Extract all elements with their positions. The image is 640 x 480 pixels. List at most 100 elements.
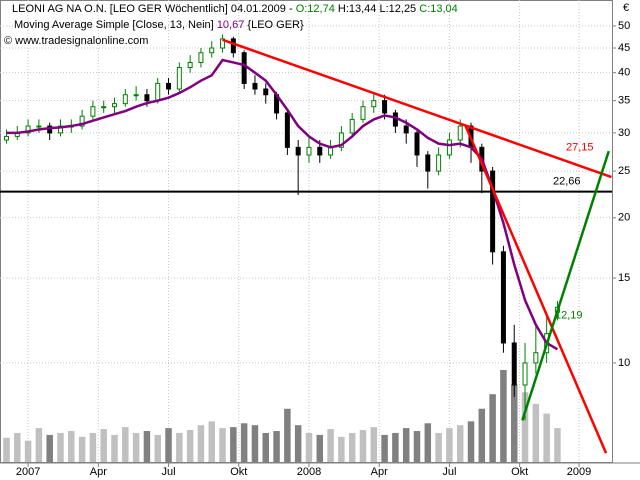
volume-bar: [456, 425, 464, 462]
volume-bar: [543, 413, 550, 462]
volume-bar: [219, 428, 226, 462]
x-tick-label: 2008: [297, 466, 321, 478]
volume-bar: [46, 434, 53, 462]
volume-bar: [14, 432, 21, 462]
candle-body: [446, 139, 452, 156]
candle-body: [155, 82, 161, 102]
volume-bar: [338, 436, 345, 462]
volume-bar: [489, 394, 496, 462]
y-tick-label: 40: [618, 67, 630, 79]
candle-body: [382, 100, 388, 114]
chart-title: LEONI AG NA O.N. [LEO GER Wöchentlich] 0…: [12, 3, 458, 15]
x-tick-label: Jul: [442, 466, 456, 478]
moving-average-line: [6, 58, 559, 351]
volume-bar: [89, 432, 97, 462]
y-tick-label: 10: [618, 357, 630, 369]
volume-bar: [262, 432, 270, 462]
candle-body: [112, 103, 118, 108]
candle-body: [79, 115, 85, 127]
volume-bar: [240, 423, 248, 462]
candle-body: [230, 38, 236, 54]
ohlc-label: H:13,44 L:12,25: [338, 3, 416, 15]
currency: €: [623, 2, 629, 14]
y-tick-label: 50: [618, 20, 630, 32]
volume-bar: [208, 421, 215, 462]
volume-bar: [35, 428, 43, 462]
candle-body: [25, 125, 31, 134]
candle-body: [166, 82, 172, 90]
volume-bar: [197, 425, 205, 462]
ohlc-label: O:12,74: [296, 3, 335, 15]
x-tick-label: Apr: [371, 466, 388, 478]
indicator-value: 10,67: [217, 19, 245, 31]
volume-bar: [467, 421, 475, 462]
volume-bar: [532, 403, 540, 462]
x-tick-label: 2009: [567, 466, 591, 478]
candle-body: [436, 154, 442, 172]
candle-body: [220, 38, 226, 49]
volume-bar: [165, 428, 172, 462]
volume-bar: [154, 434, 161, 462]
candle-body: [500, 251, 506, 344]
volume-bar: [273, 431, 280, 462]
annotation-label: 12,19: [555, 309, 583, 321]
candle-body: [198, 52, 204, 63]
trend-line: [521, 150, 610, 421]
volume-bar: [370, 427, 378, 462]
x-tick-label: 2007: [16, 466, 40, 478]
volume-bar: [305, 432, 313, 462]
y-tick-label: 30: [618, 127, 630, 139]
volume-bar: [294, 425, 302, 462]
volume-bar: [176, 432, 183, 462]
volume-bar: [446, 428, 453, 462]
support-label: 22,66: [553, 176, 581, 188]
y-tick-label: 45: [618, 42, 630, 54]
candle-body: [187, 61, 193, 69]
x-tick-label: Jul: [161, 466, 175, 478]
volume-bar: [348, 432, 356, 462]
y-tick-label: 35: [618, 95, 630, 107]
candle-body: [284, 112, 290, 148]
candle-body: [252, 82, 258, 90]
y-tick-label: 20: [618, 212, 630, 224]
candle-body: [36, 125, 42, 128]
candle-body: [101, 106, 107, 109]
candle-body: [522, 362, 528, 386]
candle-body: [176, 67, 182, 90]
candle-body: [295, 146, 301, 156]
indicator-legend: Moving Average Simple [Close, 13, Nein] …: [14, 19, 304, 31]
candle-body: [338, 132, 344, 148]
candle-body: [511, 342, 517, 386]
y-tick-label: 15: [618, 272, 630, 284]
candle-body: [209, 47, 215, 54]
volume-bar: [3, 437, 10, 462]
x-tick-label: Apr: [90, 466, 107, 478]
volume-bar: [284, 408, 291, 462]
volume-bar: [132, 432, 140, 462]
indicator-label: Moving Average Simple [Close, 13, Nein]: [14, 19, 214, 31]
volume-bar: [521, 392, 529, 462]
volume-bar: [111, 434, 118, 462]
volume-bar: [143, 431, 151, 462]
volume-bar: [100, 429, 107, 462]
candle-body: [425, 154, 431, 172]
candle-body: [360, 106, 366, 120]
volume-bar: [186, 430, 194, 462]
x-tick-label: Okt: [230, 466, 247, 478]
volume-bar: [230, 427, 237, 462]
candle-body: [490, 170, 496, 253]
candle-body: [122, 94, 128, 105]
x-tick-label: Okt: [511, 466, 528, 478]
candle-body: [414, 132, 420, 156]
volume-bar: [359, 430, 367, 462]
volume-bar: [381, 434, 388, 462]
title-text: LEONI AG NA O.N. [LEO GER Wöchentlich] 0…: [12, 3, 293, 15]
indicator-suffix: {LEO GER}: [247, 19, 304, 31]
candle-body: [306, 146, 312, 156]
candle-body: [533, 352, 539, 364]
volume-bar: [500, 370, 507, 462]
ohlc-label: C:13,04: [419, 3, 458, 15]
candle-body: [3, 135, 9, 141]
